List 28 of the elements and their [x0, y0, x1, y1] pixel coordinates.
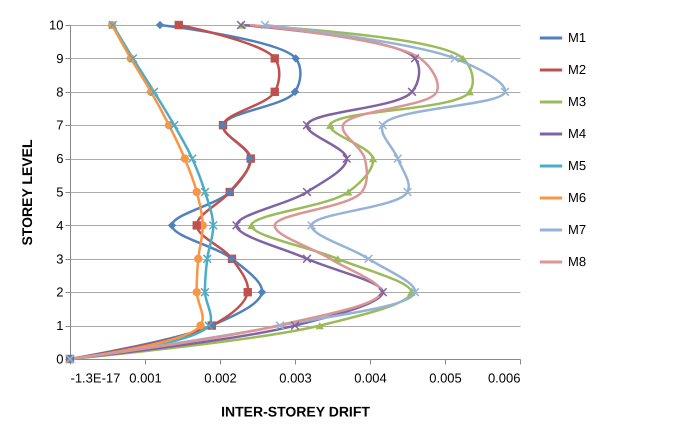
x-tick-label: 0.006	[488, 370, 520, 386]
x-tick-label: 0.004	[354, 370, 387, 386]
y-tick-label: 6	[56, 151, 64, 166]
y-tick-label: 2	[56, 284, 64, 300]
y-tick-label: 0	[56, 352, 64, 366]
y-tick-label: 4	[56, 218, 64, 233]
y-tick-label: 8	[56, 84, 64, 100]
x-tick-label: 0.003	[279, 370, 312, 386]
legend-label: M8	[568, 254, 586, 269]
y-tick-label: 9	[56, 50, 64, 66]
x-tick-label: 0.005	[429, 370, 462, 386]
legend-label: M5	[568, 158, 586, 173]
x-tick-label: 0.002	[204, 370, 237, 386]
legend-label: M7	[568, 222, 586, 237]
y-tick-label: 3	[56, 251, 64, 266]
legend-label: M1	[568, 30, 586, 45]
legend-label: M2	[568, 62, 586, 77]
x-axis-title: INTER-STOREY DRIFT	[221, 404, 370, 420]
legend-label: M4	[568, 126, 586, 141]
x-tick-label: 0.001	[129, 370, 162, 386]
legend-label: M3	[568, 94, 586, 109]
y-axis-title: STOREY LEVEL	[19, 139, 36, 246]
y-tick-label: 7	[56, 118, 64, 133]
legend-label: M6	[568, 190, 586, 205]
y-tick-label: 5	[56, 184, 64, 200]
y-tick-label: 1	[56, 318, 64, 334]
y-tick-label: 10	[49, 18, 64, 32]
x-tick-label: -1.3E-17	[70, 370, 120, 386]
